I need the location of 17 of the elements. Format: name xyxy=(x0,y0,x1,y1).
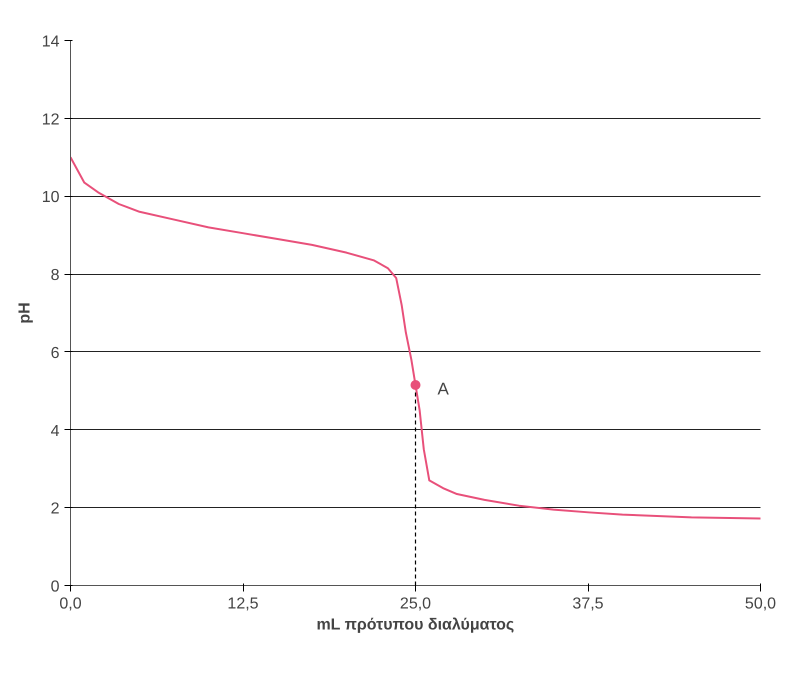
y-tick-label: 4 xyxy=(50,422,60,440)
y-tick-label: 14 xyxy=(42,34,60,50)
y-tick-label: 8 xyxy=(50,267,60,284)
x-tick-label: 50,0 xyxy=(744,596,776,612)
x-tick-label: 37,5 xyxy=(572,596,604,612)
line-series xyxy=(70,156,760,520)
annotation: A xyxy=(438,380,450,399)
x-tick-label: 12,5 xyxy=(227,596,259,612)
y-tick-label: 10 xyxy=(42,189,60,206)
x-tick-label: 25,0 xyxy=(400,596,432,612)
y-axis-title: pH xyxy=(16,302,34,324)
y-tick-label: 0 xyxy=(50,578,60,596)
y-tick-label: 6 xyxy=(50,344,60,362)
y-tick-label: 12 xyxy=(42,111,60,128)
x-tick-label: 0,0 xyxy=(59,596,82,612)
x-axis-title: mL πρότυπου διαλύματος xyxy=(316,616,514,634)
y-tick-label: 2 xyxy=(50,500,60,518)
